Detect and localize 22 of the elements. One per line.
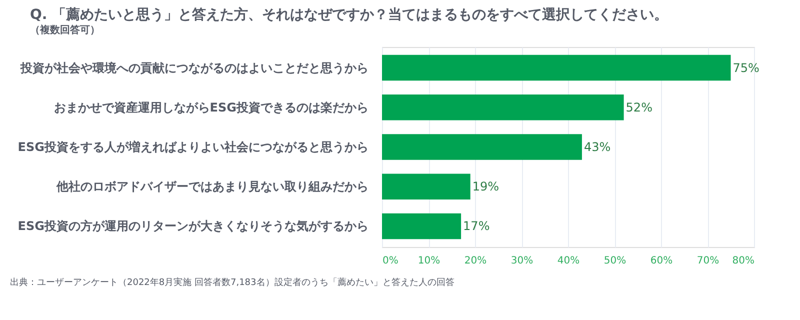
x-tick-label: 30% [510, 256, 534, 266]
y-tick-label: ESG投資をする人が増えればよりよい社会につながると思うから [18, 140, 368, 154]
x-tick-label: 60% [650, 256, 673, 266]
data-label: 75% [732, 60, 760, 75]
x-tick-label: 80% [732, 256, 754, 266]
x-tick-label: 40% [557, 256, 580, 266]
data-label: 19% [472, 180, 500, 194]
x-tick-label: 10% [418, 256, 440, 266]
data-label: 52% [626, 100, 652, 114]
y-tick-label: 投資が社会や環境への貢献につながるのはよいことだと思うから [20, 60, 368, 75]
x-tick-label: 20% [464, 256, 487, 266]
data-label: 43% [584, 140, 611, 154]
source-note: 出典：ユーザーアンケート（2022年8月実施 回答者数7,183名）設定者のうち「薦めたい」と答えた人の回答 [10, 277, 454, 288]
y-tick-label: おまかせで資産運用しながらESG投資できるのは楽だから [54, 100, 368, 114]
x-tick-label: 70% [696, 256, 720, 266]
x-tick-label: 50% [604, 256, 626, 266]
text: （複数回答可） [30, 24, 100, 36]
data-label: 17% [463, 219, 490, 234]
y-tick-label: ESG投資の方が運用のリターンが大きくなりそうな気がするから [18, 219, 368, 234]
chart-title: Q. 「薦めたいと思う」と答えた方、それはなぜですか？当てはまるものをすべて選択してください。 [30, 6, 668, 23]
y-tick-label: 他社のロボアドバイザーではあまり見ない取り組みだから [56, 180, 368, 194]
x-tick-label: 0% [382, 256, 398, 266]
